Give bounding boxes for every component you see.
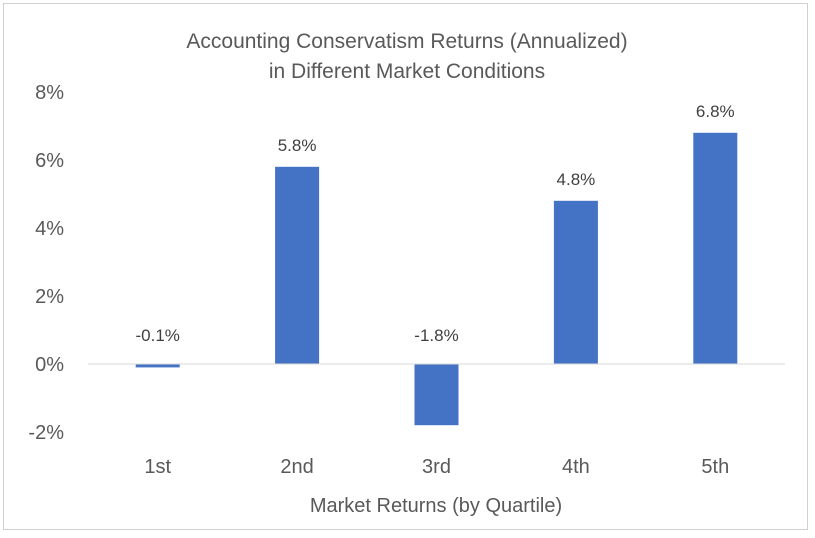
data-label: 5.8% bbox=[278, 136, 317, 155]
data-label: 6.8% bbox=[696, 102, 735, 121]
x-tick-label: 3rd bbox=[422, 456, 451, 478]
y-tick-label: -2% bbox=[28, 422, 64, 444]
bar-2nd bbox=[275, 166, 320, 364]
x-tick-label: 4th bbox=[562, 456, 590, 478]
x-tick-label: 1st bbox=[144, 456, 171, 478]
x-tick-label: 2nd bbox=[280, 456, 313, 478]
data-label: 4.8% bbox=[557, 170, 596, 189]
data-label: -0.1% bbox=[135, 326, 179, 345]
x-axis-title: Market Returns (by Quartile) bbox=[310, 495, 562, 517]
chart-title-line-2: in Different Market Conditions bbox=[269, 60, 545, 83]
y-tick-label: 6% bbox=[35, 150, 64, 172]
bar-4th bbox=[553, 200, 598, 364]
y-tick-label: 2% bbox=[35, 286, 64, 308]
data-label: -1.8% bbox=[414, 326, 458, 345]
x-tick-label: 5th bbox=[701, 456, 729, 478]
chart-title-line-1: Accounting Conservatism Returns (Annuali… bbox=[186, 30, 627, 53]
bar-1st bbox=[135, 364, 180, 368]
y-tick-label: 4% bbox=[35, 218, 64, 240]
bar-3rd bbox=[414, 364, 459, 426]
y-tick-label: 8% bbox=[35, 82, 64, 104]
bar-5th bbox=[693, 132, 738, 364]
y-tick-label: 0% bbox=[35, 354, 64, 376]
chart-frame bbox=[3, 3, 808, 530]
